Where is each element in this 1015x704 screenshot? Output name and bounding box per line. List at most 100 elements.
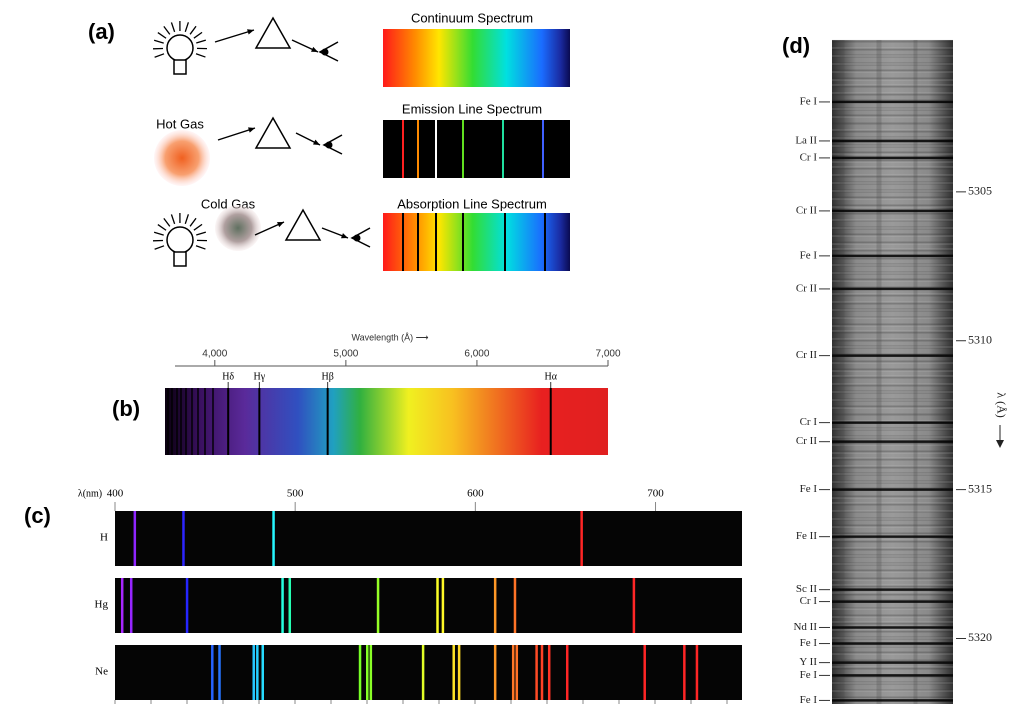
tick-label: 6,000 — [464, 349, 489, 360]
spectrum — [383, 120, 570, 178]
tick-label: 5305 — [968, 184, 992, 198]
tick-label: 5315 — [968, 481, 992, 495]
bulb-ray — [196, 231, 207, 236]
line-label: Fe I — [800, 694, 818, 704]
tick-label: 7,000 — [595, 349, 620, 360]
bulb-ray — [184, 214, 190, 225]
bulb-ray — [154, 53, 165, 58]
eye-pupil — [325, 141, 333, 149]
row-label: Ne — [95, 666, 108, 678]
tick-label: 5320 — [968, 630, 992, 644]
bulb-ray — [163, 217, 171, 227]
bulb-ray — [189, 25, 197, 35]
spectrum-plate — [832, 40, 953, 704]
line-label: Hα — [544, 371, 557, 382]
line-label: Fe I — [800, 483, 818, 495]
bulb-ray — [195, 53, 206, 58]
bulb-ray — [193, 31, 203, 39]
arrow — [214, 29, 255, 43]
arrow-head — [277, 222, 284, 228]
line-label: Hβ — [321, 371, 333, 382]
eye — [350, 227, 371, 248]
panel-label: (b) — [112, 396, 140, 421]
axis-title: λ (Å) — [994, 392, 1008, 417]
spectrum-row — [115, 511, 742, 566]
eye-pupil — [321, 48, 329, 56]
eye — [318, 41, 339, 62]
bulb-ray — [163, 25, 171, 35]
line-label: Fe II — [796, 530, 817, 542]
bulb — [166, 226, 194, 254]
tick-label: 400 — [107, 488, 124, 500]
tick-label: 600 — [467, 488, 484, 500]
tick-label: 700 — [647, 488, 664, 500]
panel-label: (c) — [24, 503, 51, 528]
line-label: Cr II — [796, 204, 817, 216]
spectrum — [383, 29, 570, 87]
bulb-ray — [196, 39, 207, 44]
tick-label: 5310 — [968, 332, 992, 346]
arrow-head — [247, 29, 254, 35]
line-label: Fe I — [800, 249, 818, 261]
bulb-ray — [157, 32, 167, 39]
line-label: La II — [795, 134, 817, 146]
spectrum-title: Emission Line Spectrum — [402, 101, 542, 116]
bulb-ray — [195, 245, 206, 250]
bulb-ray — [153, 231, 164, 236]
cold-gas-cloud — [215, 205, 261, 251]
spectrum-title: Absorption Line Spectrum — [397, 196, 547, 211]
row-label: H — [100, 532, 108, 544]
line-label: Cr II — [796, 282, 817, 294]
bulb-base — [173, 59, 187, 75]
bulb — [166, 34, 194, 62]
axis-title: Wavelength (Å) ⟶ — [351, 332, 428, 342]
tick-label: 500 — [287, 488, 304, 500]
bulb-ray — [170, 214, 176, 225]
spectrum — [383, 213, 570, 271]
spectrum-title: Continuum Spectrum — [411, 10, 533, 25]
axis-title: λ(nm) — [78, 488, 102, 499]
arrow-head — [311, 46, 318, 52]
hot-gas-cloud — [154, 130, 210, 186]
prism — [284, 208, 322, 241]
line-label: Cr I — [800, 416, 818, 428]
line-label: Cr I — [800, 595, 818, 607]
spectrum-row — [115, 645, 742, 700]
prism — [254, 116, 292, 149]
tick-label: 4,000 — [202, 349, 227, 360]
bulb-ray — [189, 217, 197, 227]
bulb-base — [173, 251, 187, 267]
eye-pupil — [353, 234, 361, 242]
line-label: Cr II — [796, 435, 817, 447]
line-label: Hγ — [254, 371, 266, 382]
line-label: Sc II — [796, 583, 817, 595]
panel-label: (a) — [88, 19, 115, 44]
arrow-head — [341, 233, 348, 239]
tick-label: 5,000 — [333, 349, 358, 360]
line-label: Fe I — [800, 95, 818, 107]
spectrum — [165, 388, 608, 455]
bulb-ray — [170, 22, 176, 33]
axis-arrow-head — [996, 440, 1004, 448]
line-label: Fe I — [800, 637, 818, 649]
line-label: Hδ — [222, 371, 234, 382]
arrow-head — [248, 127, 255, 133]
bulb-ray — [193, 223, 203, 231]
panel-label: (d) — [782, 33, 810, 58]
row-label: Hg — [95, 599, 109, 611]
source-label: Hot Gas — [156, 116, 204, 131]
line-label: Cr II — [796, 349, 817, 361]
line-label: Nd II — [793, 621, 817, 633]
line-label: Cr I — [800, 151, 818, 163]
line-label: Fe I — [800, 669, 818, 681]
prism — [254, 16, 292, 49]
bulb-ray — [153, 39, 164, 44]
arrow — [217, 127, 256, 141]
bulb-ray — [154, 245, 165, 250]
eye — [322, 134, 343, 155]
spectrum-row — [115, 578, 742, 633]
bulb-ray — [157, 224, 167, 231]
arrow-head — [313, 139, 320, 145]
line-label: Y II — [799, 656, 817, 668]
bulb-ray — [184, 22, 190, 33]
